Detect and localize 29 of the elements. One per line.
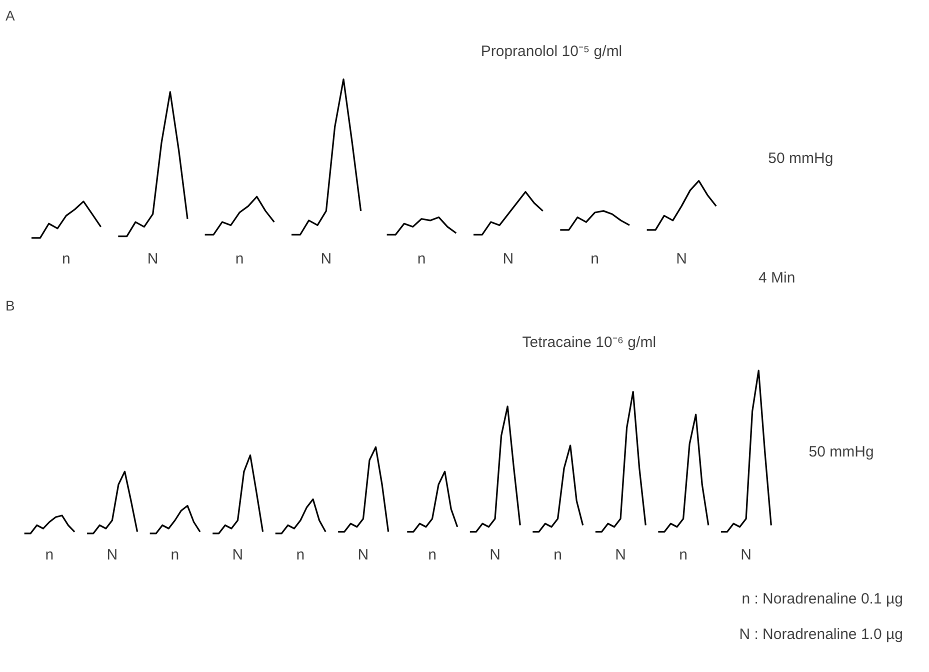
text: N xyxy=(615,546,626,564)
text: N xyxy=(106,546,118,564)
text: Tetracaine 10⁻⁶ g/ml xyxy=(522,334,656,352)
text: n xyxy=(679,546,688,564)
text: Propranolol 10⁻⁵ g/ml xyxy=(480,43,622,60)
text: 4 Min xyxy=(758,270,796,287)
text: n xyxy=(170,546,180,564)
text: 50 mmHg xyxy=(808,444,874,460)
text: n : Noradrenaline 0.1 µg xyxy=(742,590,903,608)
text: N xyxy=(358,546,369,564)
text: n xyxy=(590,250,600,268)
text: n xyxy=(554,546,562,564)
text: 50 mmHg xyxy=(768,150,834,168)
text: N : Noradrenaline 1.0 µg xyxy=(739,626,903,644)
text: N xyxy=(740,546,752,564)
chart-title: B xyxy=(6,298,15,314)
text: n xyxy=(235,250,244,268)
text: n xyxy=(62,250,70,268)
text: N xyxy=(232,546,244,564)
text: N xyxy=(676,250,687,268)
text: N xyxy=(490,546,500,564)
text: N xyxy=(147,250,158,268)
text: N xyxy=(502,250,514,268)
chart-title: A xyxy=(6,8,16,24)
text: n xyxy=(296,546,305,564)
text: N xyxy=(320,250,332,268)
text: n xyxy=(45,546,54,564)
text: n xyxy=(417,250,426,268)
text: n xyxy=(428,546,436,564)
